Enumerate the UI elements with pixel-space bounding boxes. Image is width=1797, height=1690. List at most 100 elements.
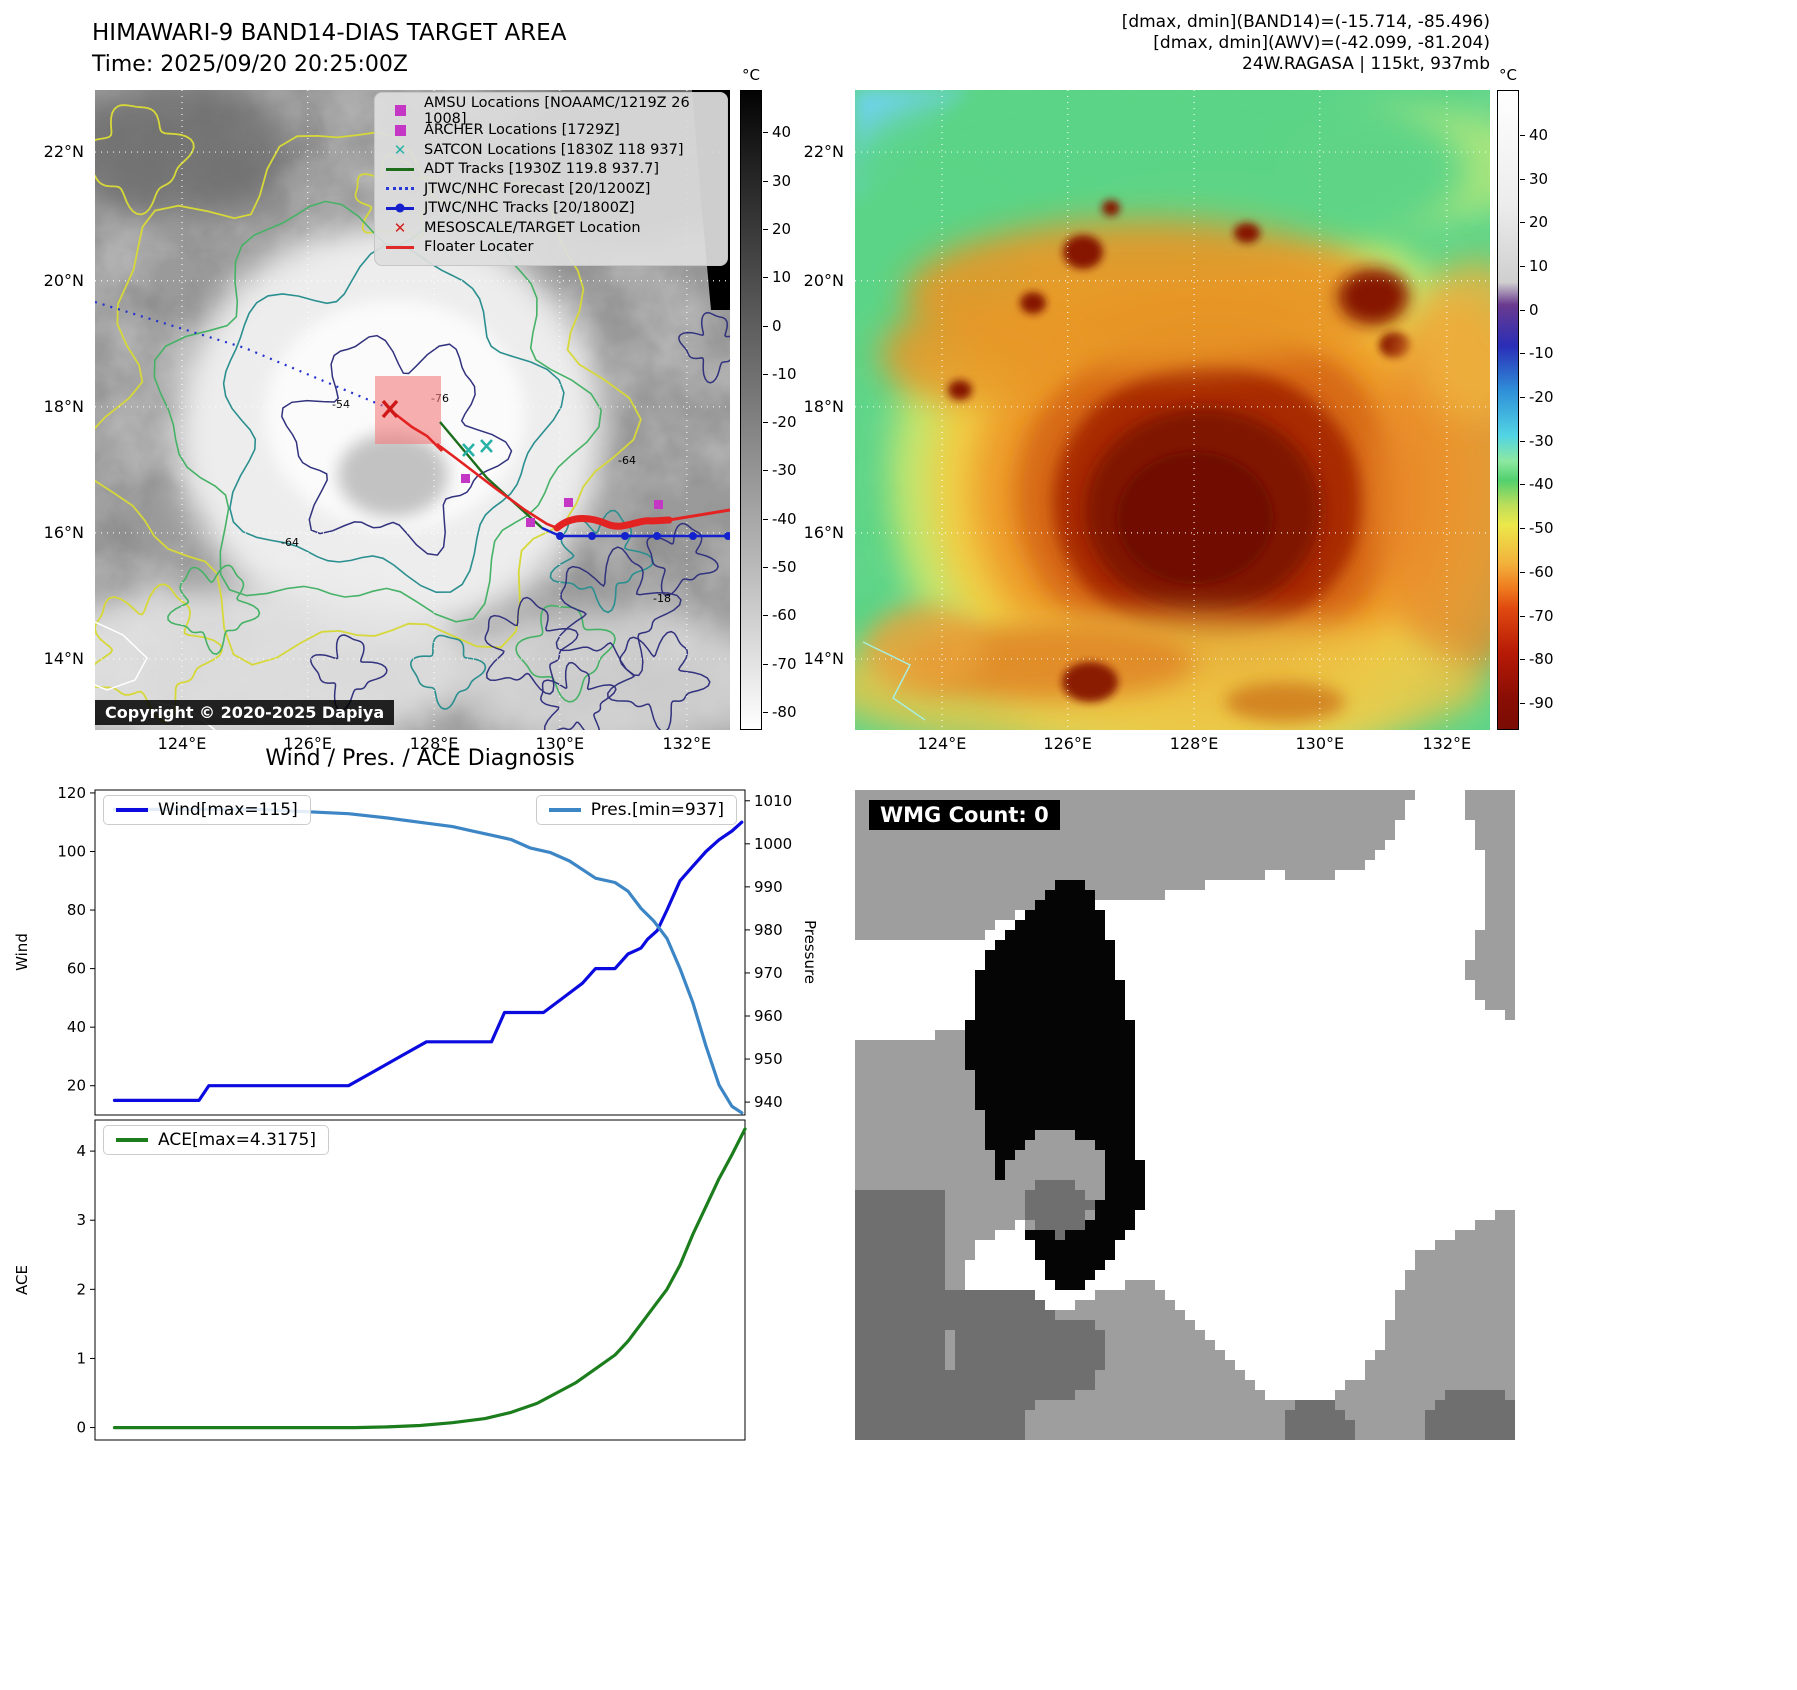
legend-entry: Wind[max=115] — [116, 800, 298, 820]
latitude-axis: 22°N 20°N 18°N 16°N 14°N — [790, 90, 848, 730]
colorbar-tick-label: 30 — [1529, 169, 1549, 188]
lon-tick-label: 128°E — [1169, 734, 1219, 753]
floater-track-east — [668, 508, 730, 522]
lat-tick-label: 22°N — [803, 142, 844, 162]
contour-line — [607, 630, 711, 730]
y-tick-label: 1 — [76, 1349, 86, 1367]
contour-line — [310, 634, 388, 712]
contour-label: -54 — [332, 398, 350, 411]
awv-colorbar: °C 40 30 20 10 0 -10 -20 -30 -40 -50 -60 -70 -80 -90 — [1497, 66, 1577, 736]
colorbar-tick-label: 0 — [1529, 300, 1539, 319]
colorbar-tick-label: -60 — [1529, 562, 1554, 581]
floater-track — [389, 408, 558, 530]
chart-legend: Wind[max=115] — [103, 795, 311, 825]
colorbar-tick-label: -40 — [772, 509, 797, 528]
header-line: 24W.RAGASA | 115kt, 937mb — [1242, 54, 1490, 74]
red-line-icon — [385, 246, 415, 249]
lon-tick-label: 132°E — [662, 734, 712, 753]
sw-orange-patch — [865, 605, 985, 695]
copyright: Copyright © 2020-2025 Dapiya — [95, 700, 395, 725]
lat-tick-label: 16°N — [803, 522, 844, 542]
legend-line-swatch — [548, 808, 581, 812]
colorbar-tick-label: -90 — [1529, 694, 1554, 713]
colorbar-tick-label: 40 — [772, 123, 792, 142]
y-tick-label-right: 1000 — [754, 835, 792, 853]
colorbar-tick-label: 0 — [772, 316, 782, 335]
wind-axis-label: Wind — [13, 933, 31, 971]
y-tick-label-right: 980 — [754, 921, 783, 939]
legend-label: Floater Locater — [424, 239, 534, 256]
longitude-axis: 124°E 126°E 128°E 130°E 132°E — [95, 734, 730, 758]
colorbar-tick-label: -70 — [772, 654, 797, 673]
colorbar-ticks: 40 30 20 10 0 -10 -20 -30 -40 -50 -60 -70 -80 -90 — [1520, 90, 1576, 730]
colorbar-tick-label: -70 — [1529, 606, 1554, 625]
legend-item: JTWC/NHC Tracks [20/1800Z] — [385, 199, 719, 219]
colorbar-tick-label: -30 — [772, 461, 797, 480]
legend-label: JTWC/NHC Forecast [20/1200Z] — [424, 180, 651, 197]
teal-x-icon: ✕ — [393, 140, 407, 159]
south-cloud-band — [95, 585, 485, 730]
y-tick-label: 60 — [67, 960, 86, 978]
colorbar-tick-label: 20 — [1529, 213, 1549, 232]
map-legend: AMSU Locations [NOAAMC/1219Z 26 1008] ARC… — [374, 92, 728, 266]
colorbar-tick-label: -50 — [772, 558, 797, 577]
lon-tick-label: 132°E — [1422, 734, 1472, 753]
satcon-markers — [462, 439, 493, 457]
contour-label: -64 — [281, 536, 299, 549]
chart-legend: ACE[max=4.3175] — [103, 1125, 329, 1155]
legend-entry-label: Wind[max=115] — [158, 800, 298, 820]
lat-tick-label: 18°N — [803, 396, 844, 416]
colorbar-tick-label: -10 — [772, 364, 797, 383]
storm-stats-header: [dmax, dmin](BAND14)=(-15.714, -85.496)[… — [1000, 12, 1490, 75]
target-area-box — [375, 376, 441, 444]
legend-item: Floater Locater — [385, 238, 719, 258]
legend-label: ADT Tracks [1930Z 119.8 937.7] — [424, 161, 660, 178]
lat-tick-label: 20°N — [43, 270, 84, 290]
wmg-panel: WMG Count: 0 — [855, 790, 1515, 1440]
amsu-archer-markers — [461, 474, 663, 527]
cold-cloud-spots — [948, 200, 1411, 400]
green-line-icon — [385, 168, 415, 171]
ace-axis-label: ACE — [13, 1265, 31, 1295]
legend-line-swatch — [116, 1138, 148, 1142]
wmg-image — [855, 790, 1515, 1440]
storm-nw-arm — [880, 305, 1070, 405]
colorbar-tick-label: 40 — [1529, 125, 1549, 144]
contour-label: -18 — [653, 592, 671, 605]
lat-tick-label: 14°N — [43, 648, 84, 668]
legend-line-swatch — [116, 808, 148, 812]
y-tick-label-right: 940 — [754, 1093, 783, 1111]
contour-line — [646, 522, 719, 597]
contour-line — [555, 546, 682, 677]
series-line — [112, 1127, 747, 1430]
latitude-axis: 22°N 20°N 18°N 16°N 14°N — [30, 90, 88, 730]
lat-tick-label: 20°N — [803, 270, 844, 290]
legend-label: SATCON Locations [1830Z 118 937] — [424, 141, 684, 158]
colorbar-gradient — [740, 90, 762, 730]
lon-tick-label: 124°E — [157, 734, 207, 753]
colorbar-unit: °C — [742, 66, 760, 84]
panel-title: HIMAWARI-9 BAND14-DIAS TARGET AREA — [92, 20, 567, 46]
y-tick-label: 80 — [67, 901, 86, 919]
lon-tick-label: 128°E — [409, 734, 459, 753]
band14-colorbar: °C 40 30 20 10 0 -10 -20 -30 -40 -50 -60 -70 -80 — [740, 66, 820, 736]
lon-tick-label: 126°E — [1043, 734, 1093, 753]
magenta-square-icon — [385, 105, 415, 116]
colorbar-tick-label: -80 — [1529, 650, 1554, 669]
colorbar-tick-label: -80 — [772, 703, 797, 722]
legend-item: ARCHER Locations [1729Z] — [385, 121, 719, 141]
y-tick-label: 3 — [76, 1211, 86, 1229]
storm-core-center — [1117, 452, 1273, 584]
lat-tick-label: 14°N — [803, 648, 844, 668]
dark-cloud-nw — [95, 90, 295, 220]
contour-line — [540, 661, 617, 730]
contour-line — [409, 634, 487, 710]
mesoscale-target-marker — [381, 399, 399, 419]
colorbar-tick-label: 20 — [772, 219, 792, 238]
pressure-axis-label: Pressure — [801, 919, 819, 985]
magenta-square-icon — [385, 125, 415, 136]
wmg-count-badge: WMG Count: 0 — [869, 800, 1060, 830]
contour-line — [678, 311, 730, 384]
y-tick-label-right: 960 — [754, 1007, 783, 1025]
legend-item: ADT Tracks [1930Z 119.8 937.7] — [385, 160, 719, 180]
